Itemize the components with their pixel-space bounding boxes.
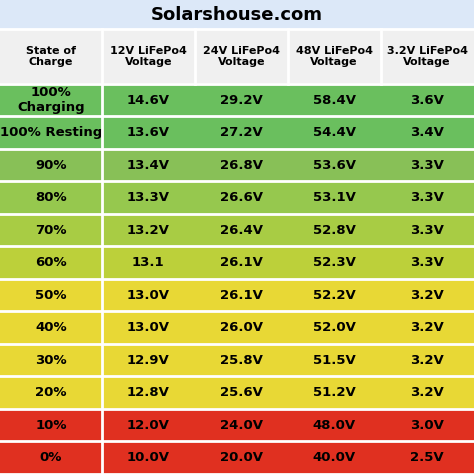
Text: 40%: 40% bbox=[35, 321, 67, 334]
Text: 51.5V: 51.5V bbox=[313, 354, 356, 367]
Text: 10.0V: 10.0V bbox=[127, 451, 170, 464]
Text: 12.8V: 12.8V bbox=[127, 386, 170, 399]
Text: 25.8V: 25.8V bbox=[220, 354, 263, 367]
Text: 29.2V: 29.2V bbox=[220, 94, 263, 107]
Text: 13.3V: 13.3V bbox=[127, 191, 170, 204]
Bar bbox=[0, 441, 474, 474]
Text: 3.2V: 3.2V bbox=[410, 289, 444, 302]
Text: 3.3V: 3.3V bbox=[410, 224, 444, 237]
Bar bbox=[0, 0, 474, 29]
Text: 100% Resting: 100% Resting bbox=[0, 126, 102, 139]
Text: State of
Charge: State of Charge bbox=[26, 46, 76, 67]
Bar bbox=[0, 409, 474, 441]
Text: Solarshouse.com: Solarshouse.com bbox=[151, 6, 323, 24]
Text: 13.0V: 13.0V bbox=[127, 289, 170, 302]
Text: 10%: 10% bbox=[35, 419, 67, 432]
Text: 70%: 70% bbox=[35, 224, 67, 237]
Text: 100%
Charging: 100% Charging bbox=[17, 86, 85, 114]
Bar bbox=[0, 117, 474, 149]
Text: 80%: 80% bbox=[35, 191, 67, 204]
Text: 13.1: 13.1 bbox=[132, 256, 164, 269]
Text: 14.6V: 14.6V bbox=[127, 94, 170, 107]
Text: 13.0V: 13.0V bbox=[127, 321, 170, 334]
Text: 3.2V: 3.2V bbox=[410, 354, 444, 367]
Bar bbox=[0, 311, 474, 344]
Text: 25.6V: 25.6V bbox=[220, 386, 263, 399]
Text: 27.2V: 27.2V bbox=[220, 126, 263, 139]
Text: 54.4V: 54.4V bbox=[313, 126, 356, 139]
Text: 53.1V: 53.1V bbox=[313, 191, 356, 204]
Bar bbox=[0, 29, 474, 84]
Bar bbox=[0, 182, 474, 214]
Text: 48.0V: 48.0V bbox=[313, 419, 356, 432]
Text: 12.0V: 12.0V bbox=[127, 419, 170, 432]
Text: 3.3V: 3.3V bbox=[410, 191, 444, 204]
Text: 2.5V: 2.5V bbox=[410, 451, 444, 464]
Text: 52.3V: 52.3V bbox=[313, 256, 356, 269]
Text: 12.9V: 12.9V bbox=[127, 354, 170, 367]
Text: 3.3V: 3.3V bbox=[410, 256, 444, 269]
Bar bbox=[0, 84, 474, 117]
Text: 52.8V: 52.8V bbox=[313, 224, 356, 237]
Bar bbox=[0, 149, 474, 182]
Bar bbox=[0, 344, 474, 376]
Text: 51.2V: 51.2V bbox=[313, 386, 356, 399]
Text: 24V LiFePo4
Voltage: 24V LiFePo4 Voltage bbox=[203, 46, 280, 67]
Text: 24.0V: 24.0V bbox=[220, 419, 263, 432]
Text: 52.0V: 52.0V bbox=[313, 321, 356, 334]
Text: 3.2V: 3.2V bbox=[410, 321, 444, 334]
Text: 26.6V: 26.6V bbox=[220, 191, 263, 204]
Text: 30%: 30% bbox=[35, 354, 67, 367]
Text: 26.8V: 26.8V bbox=[220, 159, 263, 172]
Text: 3.2V LiFePo4
Voltage: 3.2V LiFePo4 Voltage bbox=[387, 46, 467, 67]
Text: 13.6V: 13.6V bbox=[127, 126, 170, 139]
Text: 20.0V: 20.0V bbox=[220, 451, 263, 464]
Bar bbox=[0, 246, 474, 279]
Text: 20%: 20% bbox=[35, 386, 67, 399]
Text: 53.6V: 53.6V bbox=[313, 159, 356, 172]
Text: 26.1V: 26.1V bbox=[220, 289, 263, 302]
Text: 50%: 50% bbox=[35, 289, 67, 302]
Text: 48V LiFePo4
Voltage: 48V LiFePo4 Voltage bbox=[296, 46, 373, 67]
Text: 0%: 0% bbox=[40, 451, 62, 464]
Text: 52.2V: 52.2V bbox=[313, 289, 356, 302]
Text: 26.0V: 26.0V bbox=[220, 321, 263, 334]
Text: 3.3V: 3.3V bbox=[410, 159, 444, 172]
Text: 3.6V: 3.6V bbox=[410, 94, 444, 107]
Text: 26.4V: 26.4V bbox=[220, 224, 263, 237]
Text: 90%: 90% bbox=[35, 159, 67, 172]
Bar bbox=[0, 214, 474, 246]
Text: 3.4V: 3.4V bbox=[410, 126, 444, 139]
Bar bbox=[0, 279, 474, 311]
Text: 3.0V: 3.0V bbox=[410, 419, 444, 432]
Text: 13.2V: 13.2V bbox=[127, 224, 170, 237]
Text: 26.1V: 26.1V bbox=[220, 256, 263, 269]
Text: 13.4V: 13.4V bbox=[127, 159, 170, 172]
Bar bbox=[0, 376, 474, 409]
Text: 60%: 60% bbox=[35, 256, 67, 269]
Text: 58.4V: 58.4V bbox=[313, 94, 356, 107]
Text: 12V LiFePo4
Voltage: 12V LiFePo4 Voltage bbox=[110, 46, 187, 67]
Text: 40.0V: 40.0V bbox=[313, 451, 356, 464]
Text: 3.2V: 3.2V bbox=[410, 386, 444, 399]
